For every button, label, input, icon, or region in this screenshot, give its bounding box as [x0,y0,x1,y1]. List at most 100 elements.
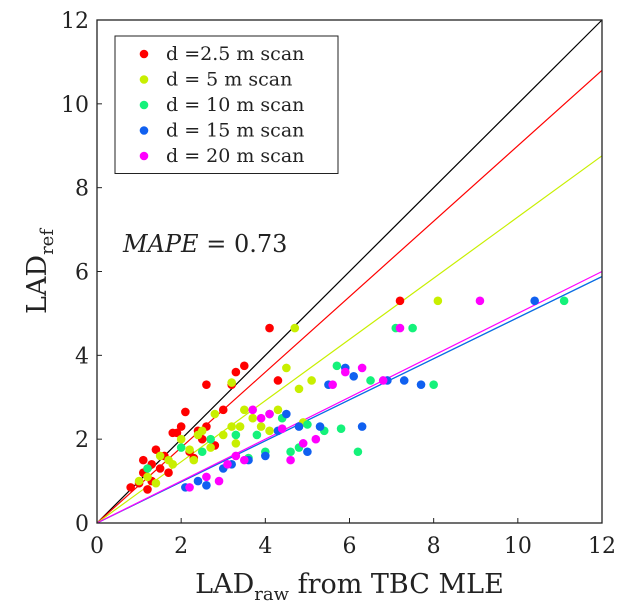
data-point [294,384,304,394]
x-axis-ticks: 0 2 4 6 8 10 12 [90,518,616,559]
mape-label: MAPE [122,230,199,258]
data-point [311,434,321,444]
data-point [231,430,241,440]
data-point [210,409,220,419]
data-point [239,455,249,465]
legend-entry-label: d =2.5 m scan [166,43,304,65]
data-point [202,472,211,482]
data-point [231,367,241,377]
data-point [340,367,350,377]
data-point [378,376,388,385]
data-point [239,361,249,371]
data-point [143,485,152,494]
data-point [307,376,316,385]
data-point [189,455,199,465]
legend: d =2.5 m scan d = 5 m scan d = 10 m scan d … [114,35,339,174]
y-tick-label: 2 [75,428,89,453]
data-point [265,409,274,419]
data-point [231,451,241,461]
data-point [181,407,190,417]
x-tick-label: 0 [90,534,104,559]
data-point [273,405,283,415]
data-point [235,422,245,431]
data-point [185,483,194,492]
data-point [231,439,241,448]
x-tick-label: 12 [588,534,616,559]
data-point [218,405,228,415]
x-axis-label-sub: raw [254,584,289,605]
data-point [256,413,266,423]
data-point [332,361,342,371]
plot-points [126,296,569,494]
data-point [197,426,207,436]
data-point [227,422,236,431]
y-axis-ticks: 0 2 4 6 8 10 12 [61,9,102,537]
data-point [286,455,295,465]
data-point [143,472,152,482]
data-point [248,413,258,423]
y-tick-label: 8 [75,177,89,202]
data-point [218,430,228,440]
data-point [433,296,443,306]
data-point [252,430,262,440]
legend-marker [139,75,149,84]
data-point [395,323,405,333]
data-point [349,371,359,381]
fit-line [96,275,603,524]
y-tick-label: 4 [75,344,89,369]
data-point [399,376,409,385]
data-point [151,478,161,488]
data-point [261,451,270,461]
data-point [353,447,363,457]
data-point [151,445,161,454]
data-point [202,380,211,389]
data-point [294,422,304,431]
x-axis-label-rest: from TBC MLE [289,569,504,600]
data-point [206,443,215,452]
y-tick-label: 10 [61,93,89,118]
legend-entry-label: d = 10 m scan [166,94,304,116]
data-point [416,380,426,389]
data-point [475,296,485,306]
data-point [282,409,291,419]
data-point [408,323,417,333]
data-point [176,422,186,431]
x-tick-label: 2 [174,534,188,559]
data-point [227,378,236,387]
y-tick-label: 12 [61,9,89,34]
data-point [239,405,249,415]
fit-line [96,155,603,524]
data-point [185,445,194,454]
y-tick-label: 0 [75,512,89,537]
data-point [223,460,232,469]
data-point [164,468,173,478]
legend-entry-label: d = 5 m scan [166,69,292,91]
x-axis-label: LADraw from TBC MLE [195,569,504,605]
data-point [429,380,438,389]
data-point [282,363,291,373]
data-point [155,451,165,461]
fit-line [96,270,603,524]
data-point [206,434,215,444]
mape-value: 0.73 [234,230,287,258]
data-point [298,439,308,448]
x-tick-label: 10 [504,534,532,559]
legend-marker [139,49,149,59]
data-point [303,447,312,457]
data-point [168,460,178,469]
data-point [273,376,283,385]
data-point [256,422,266,431]
data-point [277,424,287,433]
data-point [315,422,325,431]
data-point [126,483,135,492]
y-axis-label: LADref [22,228,58,314]
data-point [143,464,152,473]
data-point [155,464,165,473]
data-point [336,424,346,433]
data-point [176,434,186,444]
data-point [357,422,367,431]
data-point [328,380,337,389]
data-point [290,323,300,333]
y-axis-label-main: LAD [22,255,53,314]
